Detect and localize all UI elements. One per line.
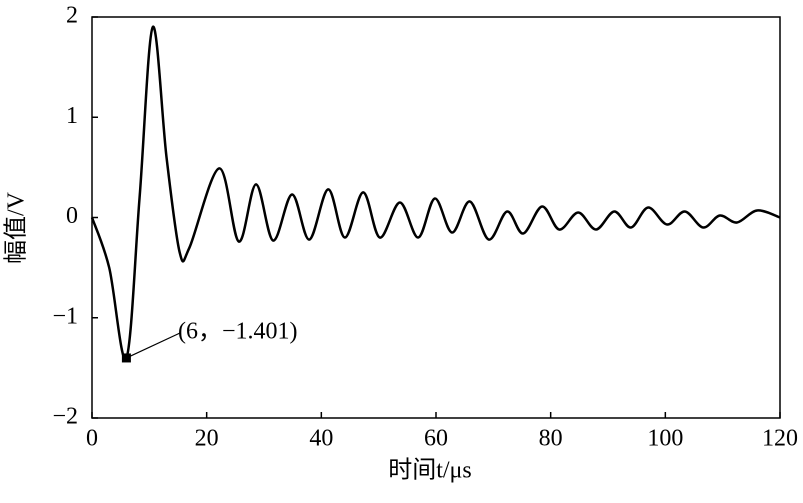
y-tick-label: 0: [66, 203, 78, 229]
y-tick-label: 2: [66, 3, 78, 29]
x-tick-label: 20: [195, 426, 219, 452]
x-axis-label: 时间t/μs: [388, 457, 472, 484]
x-tick-label: 40: [309, 426, 333, 452]
x-tick-label: 0: [86, 426, 98, 452]
x-tick-label: 60: [424, 426, 448, 452]
line-series: [90, 25, 781, 361]
annotation-text: (6，−1.401): [178, 319, 298, 345]
x-tick-label: 80: [539, 426, 563, 452]
x-tick-label: 120: [762, 426, 798, 452]
annotation-marker: [121, 353, 131, 363]
annotation-leader: [126, 332, 181, 359]
y-tick-label: 1: [66, 103, 78, 129]
x-tick-label: 100: [647, 426, 683, 452]
y-tick-label: −1: [52, 303, 78, 329]
y-axis-label: 幅值/V: [3, 191, 30, 264]
y-tick-label: −2: [52, 404, 78, 430]
